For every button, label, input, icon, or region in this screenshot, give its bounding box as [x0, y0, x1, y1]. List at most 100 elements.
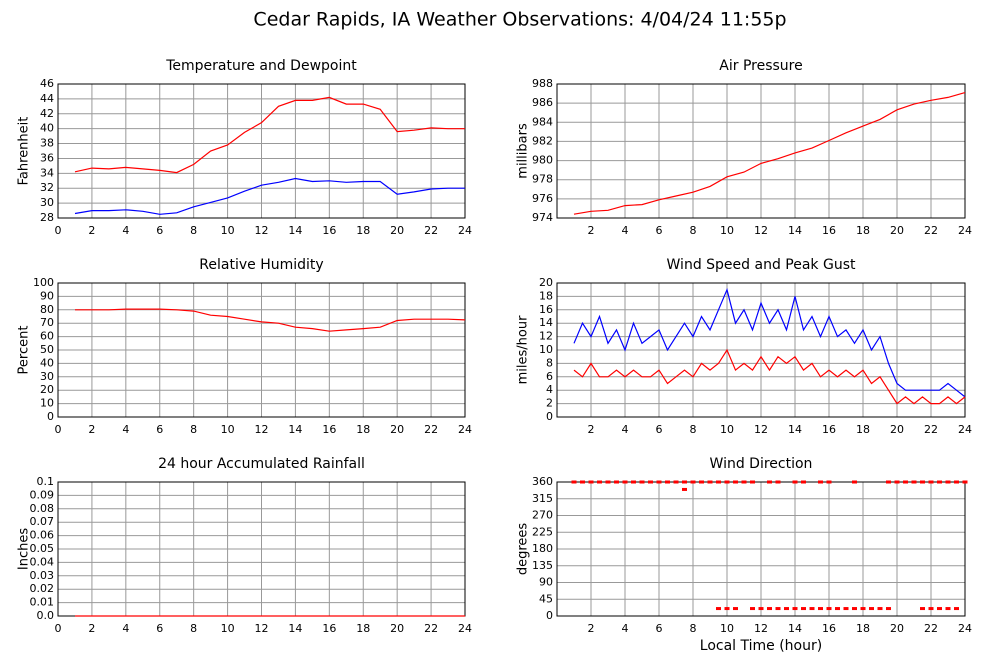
x-tick-label: 0: [55, 423, 62, 436]
data-point: [614, 480, 619, 484]
y-tick-label: 10: [539, 343, 553, 356]
y-tick-label: 14: [539, 316, 553, 329]
x-tick-label: 2: [88, 423, 95, 436]
chart-title: Air Pressure: [719, 58, 802, 74]
y-tick-label: 0.09: [30, 488, 55, 501]
x-tick-label: 12: [754, 423, 768, 436]
data-point: [911, 480, 917, 484]
data-point: [716, 607, 721, 611]
data-point: [648, 480, 653, 484]
x-tick-label: 8: [190, 224, 197, 237]
data-point: [792, 480, 798, 484]
chart-title: Wind Speed and Peak Gust: [667, 257, 856, 273]
chart-title: Relative Humidity: [199, 257, 323, 273]
data-point: [945, 480, 951, 484]
data-point: [886, 607, 891, 611]
x-tick-label: 18: [356, 622, 370, 635]
data-point: [597, 480, 602, 484]
data-point: [826, 607, 832, 611]
y-tick-label: 20: [40, 383, 54, 396]
x-tick-label: 16: [822, 224, 836, 237]
y-axis-label: millibars: [516, 123, 531, 179]
x-tick-label: 24: [458, 622, 472, 635]
x-tick-label: 6: [156, 622, 163, 635]
y-tick-label: 38: [40, 137, 54, 150]
data-point: [682, 487, 687, 491]
x-tick-label: 12: [255, 622, 269, 635]
data-point: [826, 480, 832, 484]
data-point: [962, 480, 968, 484]
y-tick-label: 100: [33, 276, 54, 289]
x-tick-label: 24: [958, 224, 972, 237]
y-tick-label: 0.05: [30, 542, 55, 555]
chart-title: Temperature and Dewpoint: [165, 58, 357, 74]
x-tick-label: 22: [924, 224, 938, 237]
plot-frame: [556, 83, 966, 219]
x-tick-label: 18: [856, 224, 870, 237]
y-tick-label: 8: [546, 356, 553, 369]
y-tick-label: 36: [40, 151, 54, 164]
y-tick-label: 6: [546, 370, 553, 383]
x-tick-label: 6: [656, 423, 663, 436]
x-tick-label: 16: [822, 423, 836, 436]
data-point: [886, 480, 891, 484]
x-tick-label: 14: [788, 622, 802, 635]
y-tick-label: 225: [532, 525, 553, 538]
data-point: [945, 607, 951, 611]
y-tick-label: 976: [532, 192, 553, 205]
x-tick-label: 4: [622, 423, 629, 436]
x-tick-label: 16: [822, 622, 836, 635]
y-axis-label: miles/hour: [516, 315, 531, 384]
x-tick-label: 14: [288, 224, 302, 237]
data-point: [869, 607, 874, 611]
data-point: [767, 480, 772, 484]
y-tick-label: 0: [546, 609, 553, 622]
data-point: [852, 607, 857, 611]
y-tick-label: 46: [40, 77, 54, 90]
data-point: [588, 480, 594, 484]
x-tick-label: 2: [588, 423, 595, 436]
x-tick-label: 10: [720, 224, 734, 237]
data-point: [801, 607, 806, 611]
data-line: [573, 287, 966, 398]
data-point: [903, 480, 908, 484]
data-point: [954, 480, 959, 484]
data-point: [690, 480, 696, 484]
data-point: [656, 480, 662, 484]
chart-title: Wind Direction: [710, 456, 813, 472]
x-tick-label: 8: [690, 622, 697, 635]
data-point: [954, 607, 959, 611]
y-tick-label: 982: [532, 134, 553, 147]
x-tick-label: 20: [890, 423, 904, 436]
data-point: [928, 607, 934, 611]
y-tick-label: 986: [532, 96, 553, 109]
y-tick-label: 60: [40, 330, 54, 343]
y-tick-label: 45: [539, 592, 553, 605]
data-point: [835, 607, 840, 611]
x-tick-label: 6: [156, 423, 163, 436]
y-tick-label: 270: [532, 509, 553, 522]
y-tick-label: 0.04: [30, 555, 55, 568]
x-tick-label: 14: [788, 224, 802, 237]
x-tick-label: 12: [754, 224, 768, 237]
x-tick-label: 20: [890, 622, 904, 635]
y-tick-label: 974: [532, 211, 553, 224]
y-tick-label: 32: [40, 181, 54, 194]
x-tick-label: 10: [720, 423, 734, 436]
data-point: [631, 480, 636, 484]
chart-title: 24 hour Accumulated Rainfall: [158, 456, 365, 472]
x-tick-label: 2: [88, 622, 95, 635]
page-title: Cedar Rapids, IA Weather Observations: 4…: [253, 9, 786, 31]
plot-frame: [57, 83, 466, 219]
data-point: [877, 607, 883, 611]
data-point: [580, 480, 585, 484]
x-tick-label: 18: [356, 423, 370, 436]
y-tick-label: 180: [532, 542, 553, 555]
x-tick-label: 2: [588, 622, 595, 635]
x-tick-label: 6: [656, 622, 663, 635]
x-tick-label: 24: [958, 423, 972, 436]
x-tick-label: 20: [390, 622, 404, 635]
x-tick-label: 6: [156, 224, 163, 237]
y-tick-label: 30: [40, 196, 54, 209]
